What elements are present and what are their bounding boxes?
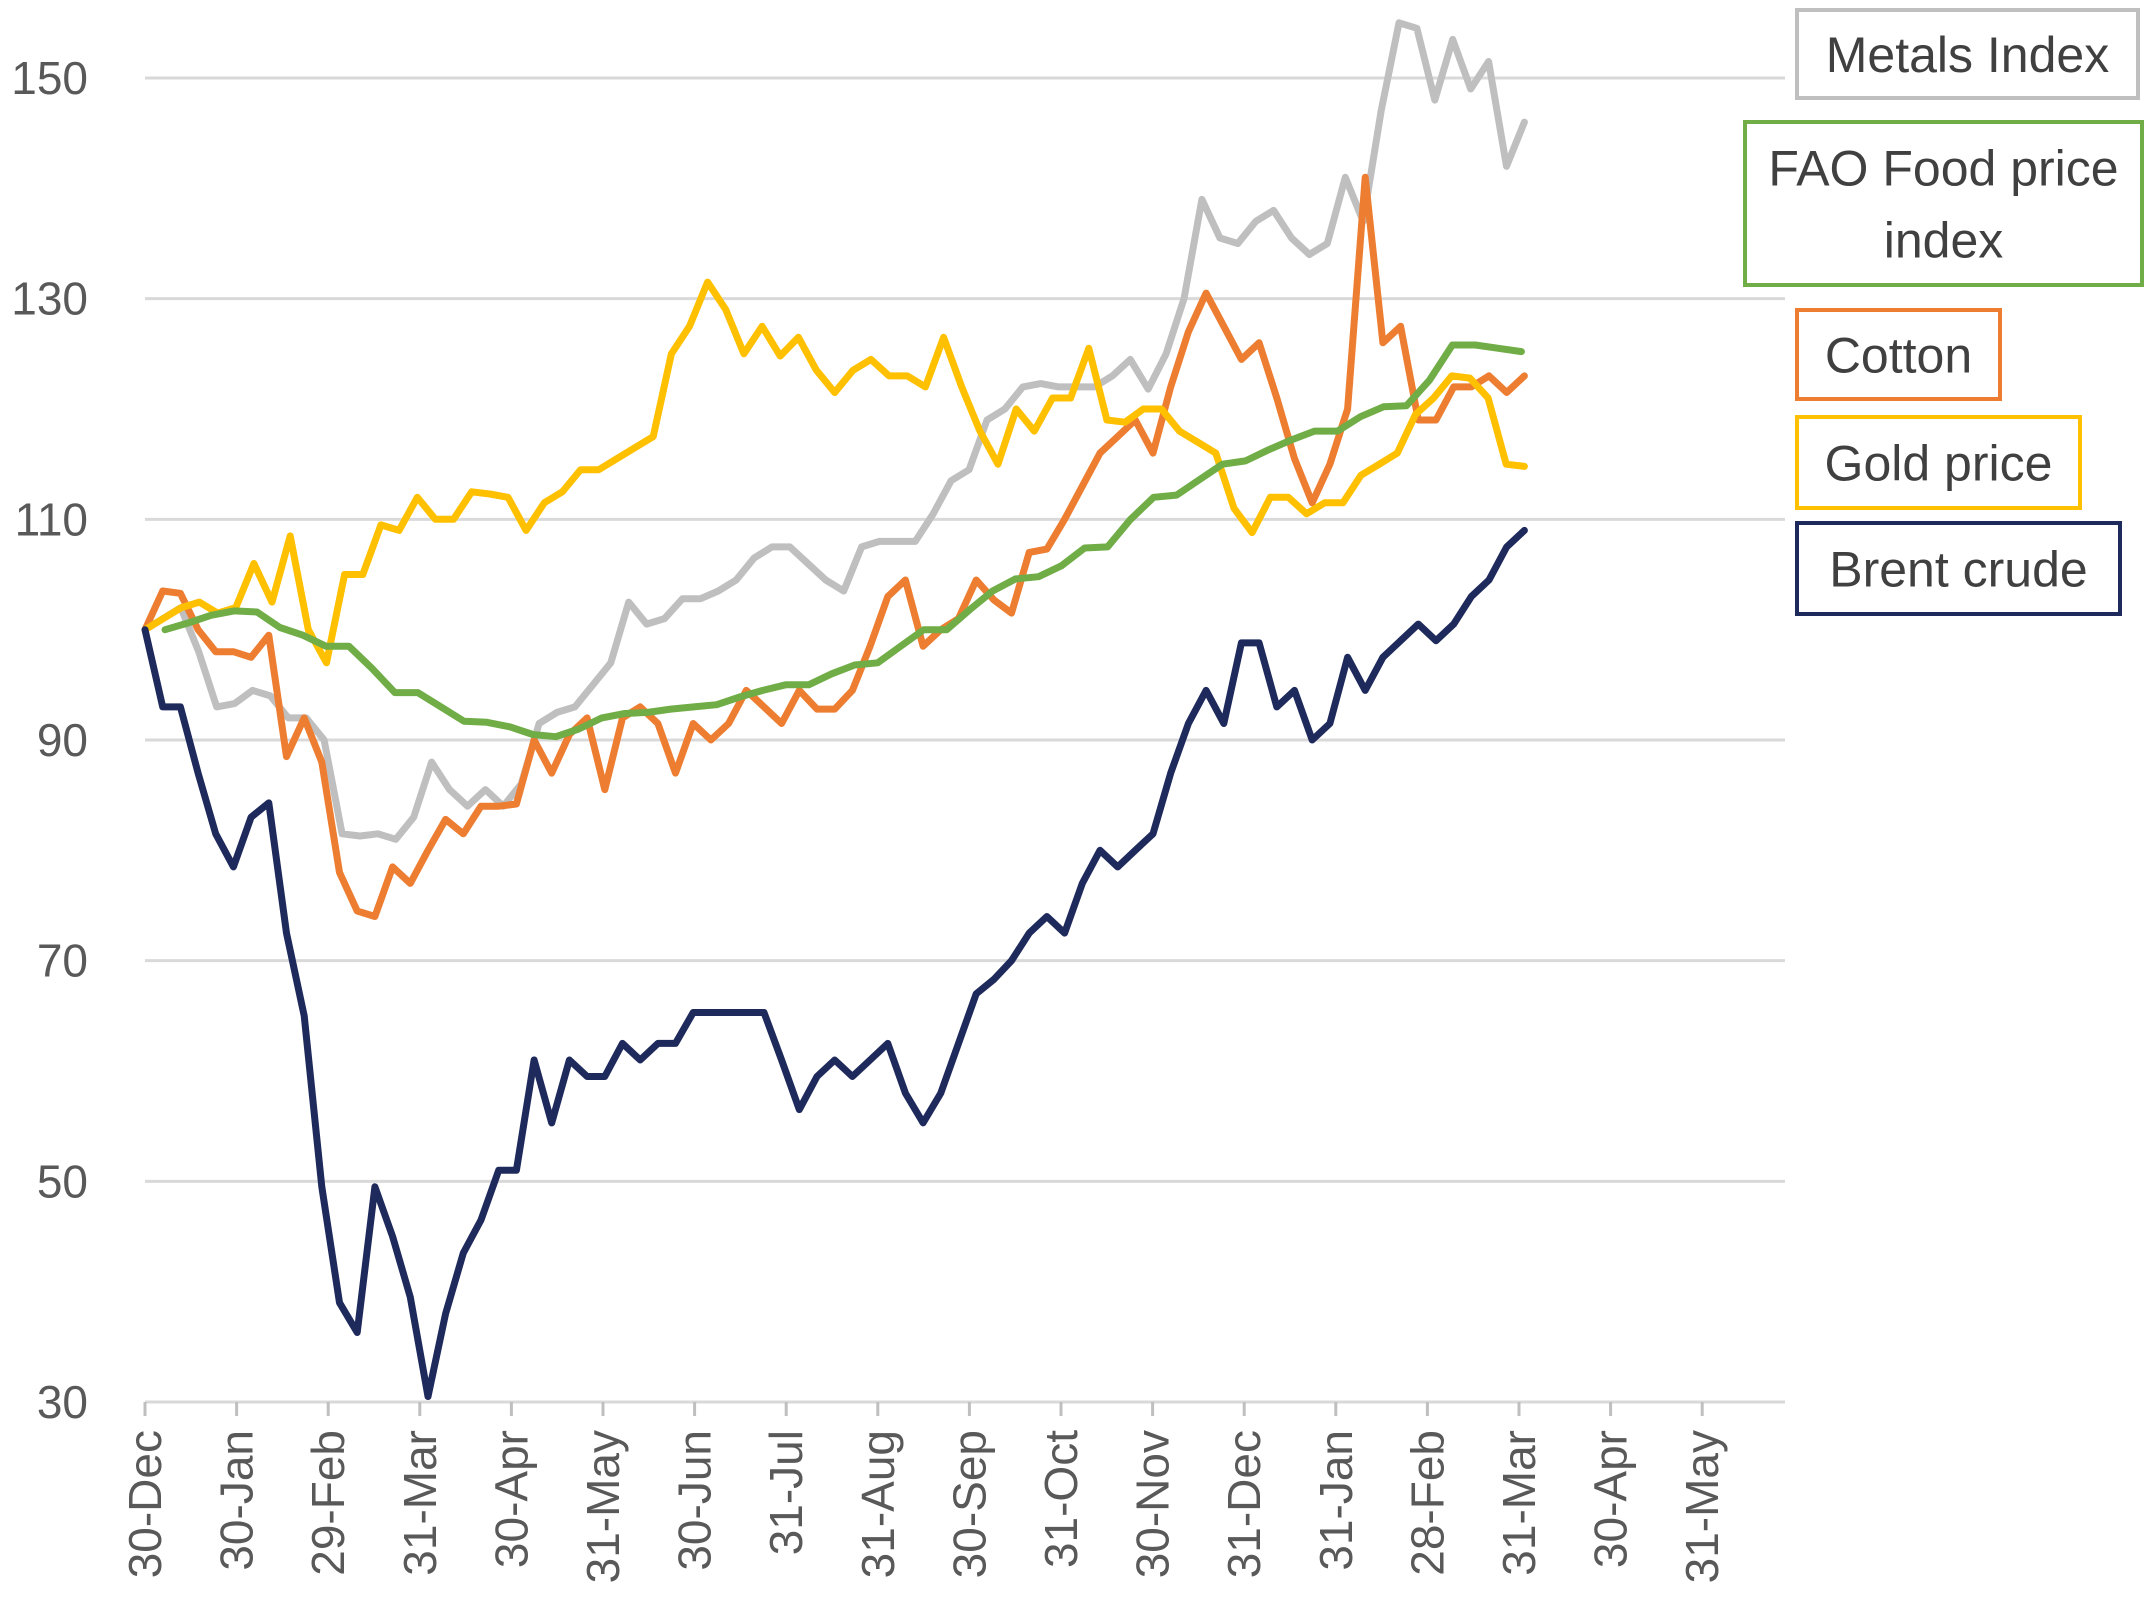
- x-tick-label: 31-Mar: [1493, 1430, 1545, 1576]
- y-axis-ticks: 30 50 70 90 110 130 150: [11, 52, 88, 1428]
- legend-label-cotton: Cotton: [1825, 328, 1972, 384]
- x-tick-label: 31-Oct: [1035, 1430, 1087, 1568]
- series-line-metals-index: [141, 19, 1528, 843]
- legend-box-gold-price: [1795, 415, 2082, 510]
- legend-box-cotton: [1795, 308, 2002, 401]
- x-tick-label: 30-Apr: [485, 1430, 537, 1568]
- x-tick-label: 31-Dec: [1218, 1430, 1270, 1578]
- y-tick-label: 90: [37, 714, 88, 766]
- x-tick-label: 31-May: [1676, 1430, 1728, 1583]
- x-tick-label: 31-Mar: [394, 1430, 446, 1576]
- y-tick-label: 50: [37, 1155, 88, 1207]
- series-line-fao-food-price-index: [161, 341, 1525, 741]
- x-tick-label: 30-Jun: [669, 1430, 721, 1571]
- legend-label-brent-crude: Brent crude: [1829, 542, 2087, 598]
- legend-box-brent-crude: [1795, 521, 2122, 616]
- legend-box-fao-food-price-index: [1743, 120, 2144, 287]
- series-line-cotton: [141, 173, 1528, 920]
- x-axis-ticks: 30-Dec 30-Jan 29-Feb 31-Mar 30-Apr 31-May 30-J…: [119, 1402, 1728, 1583]
- x-tick-label: 28-Feb: [1401, 1430, 1453, 1576]
- x-tick-label: 30-Sep: [943, 1430, 995, 1578]
- series-line-gold-price: [141, 278, 1528, 667]
- series-lines: [141, 19, 1528, 1400]
- legend-label-metals-index: Metals Index: [1826, 27, 2109, 83]
- x-tick-label: 31-Jan: [1310, 1430, 1362, 1571]
- y-tick-label: 70: [37, 935, 88, 987]
- x-tick-label: 31-Aug: [852, 1430, 904, 1578]
- x-tick-label: 30-Dec: [119, 1430, 171, 1578]
- gridlines: [145, 76, 1785, 1183]
- legend-label-fao-food-price-index: FAO Food price: [1768, 141, 2118, 197]
- x-tick-label: 29-Feb: [302, 1430, 354, 1576]
- y-tick-label: 110: [15, 493, 88, 545]
- x-tick-label: 31-May: [577, 1430, 629, 1583]
- y-tick-label: 30: [37, 1376, 88, 1428]
- legend-label-fao-food-price-index: index: [1884, 213, 2004, 269]
- y-tick-label: 150: [11, 52, 88, 104]
- x-tick-label: 31-Jul: [760, 1430, 812, 1555]
- x-tick-label: 30-Nov: [1127, 1430, 1179, 1578]
- y-tick-label: 130: [11, 273, 88, 325]
- legend-label-gold-price: Gold price: [1825, 436, 2053, 492]
- series-line-brent-crude: [141, 526, 1528, 1400]
- legend: Metals Index FAO Food price index Cotton Gol…: [1743, 8, 2144, 616]
- x-tick-label: 30-Apr: [1585, 1430, 1637, 1568]
- x-tick-label: 30-Jan: [211, 1430, 263, 1571]
- legend-box-metals-index: [1795, 8, 2140, 100]
